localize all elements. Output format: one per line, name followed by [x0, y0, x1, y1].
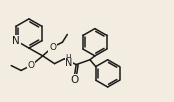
Text: O: O	[27, 61, 34, 70]
Text: N: N	[12, 36, 20, 46]
Text: O: O	[49, 43, 56, 52]
Text: H: H	[65, 54, 71, 63]
Text: O: O	[70, 75, 78, 85]
Text: N: N	[65, 58, 73, 68]
